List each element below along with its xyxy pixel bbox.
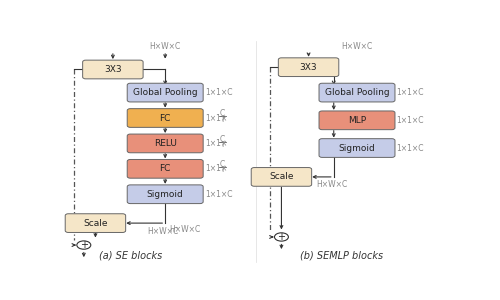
- Text: Scale: Scale: [83, 219, 108, 228]
- Text: Global Pooling: Global Pooling: [324, 88, 390, 97]
- Text: H×W×C: H×W×C: [316, 180, 348, 189]
- FancyBboxPatch shape: [319, 111, 395, 130]
- Text: 1×1×: 1×1×: [204, 113, 227, 122]
- FancyBboxPatch shape: [127, 185, 203, 204]
- Text: +: +: [278, 232, 285, 242]
- Text: RELU: RELU: [154, 139, 176, 148]
- Text: 1×1×: 1×1×: [204, 139, 227, 148]
- Text: 3X3: 3X3: [300, 63, 318, 72]
- Text: +: +: [80, 240, 88, 250]
- FancyBboxPatch shape: [319, 83, 395, 102]
- FancyBboxPatch shape: [127, 83, 203, 102]
- FancyBboxPatch shape: [82, 60, 143, 79]
- Text: 3X3: 3X3: [104, 65, 122, 74]
- Text: H×W×C: H×W×C: [342, 42, 372, 51]
- FancyBboxPatch shape: [65, 214, 126, 232]
- Text: C: C: [220, 160, 225, 169]
- FancyBboxPatch shape: [127, 109, 203, 128]
- Text: r: r: [221, 166, 224, 175]
- Text: Sigmoid: Sigmoid: [338, 143, 376, 152]
- Text: C: C: [220, 135, 225, 144]
- Text: 1×1×C: 1×1×C: [396, 116, 424, 125]
- Text: 1×1×: 1×1×: [204, 164, 227, 173]
- Circle shape: [274, 233, 288, 241]
- Text: (a) SE blocks: (a) SE blocks: [98, 250, 162, 260]
- Text: FC: FC: [160, 113, 171, 122]
- FancyBboxPatch shape: [127, 160, 203, 178]
- Circle shape: [77, 241, 91, 249]
- Text: (b) SEMLP blocks: (b) SEMLP blocks: [300, 250, 383, 260]
- FancyBboxPatch shape: [278, 58, 339, 76]
- Text: 1×1×C: 1×1×C: [396, 88, 424, 97]
- Text: H×W×C: H×W×C: [150, 42, 181, 51]
- FancyBboxPatch shape: [251, 168, 312, 186]
- Text: 1×1×C: 1×1×C: [204, 88, 232, 97]
- Text: C: C: [220, 109, 225, 118]
- FancyBboxPatch shape: [127, 134, 203, 153]
- Text: H×W×C: H×W×C: [169, 225, 200, 234]
- Text: 1×1×C: 1×1×C: [204, 190, 232, 199]
- Text: r: r: [221, 115, 224, 124]
- Text: Scale: Scale: [269, 172, 293, 182]
- Text: r: r: [221, 140, 224, 149]
- Text: 1×1×C: 1×1×C: [396, 143, 424, 152]
- Text: FC: FC: [160, 164, 171, 173]
- Text: Global Pooling: Global Pooling: [133, 88, 198, 97]
- Text: MLP: MLP: [348, 116, 366, 125]
- FancyBboxPatch shape: [319, 139, 395, 158]
- Text: Sigmoid: Sigmoid: [147, 190, 184, 199]
- Text: H×W×C: H×W×C: [148, 226, 179, 236]
